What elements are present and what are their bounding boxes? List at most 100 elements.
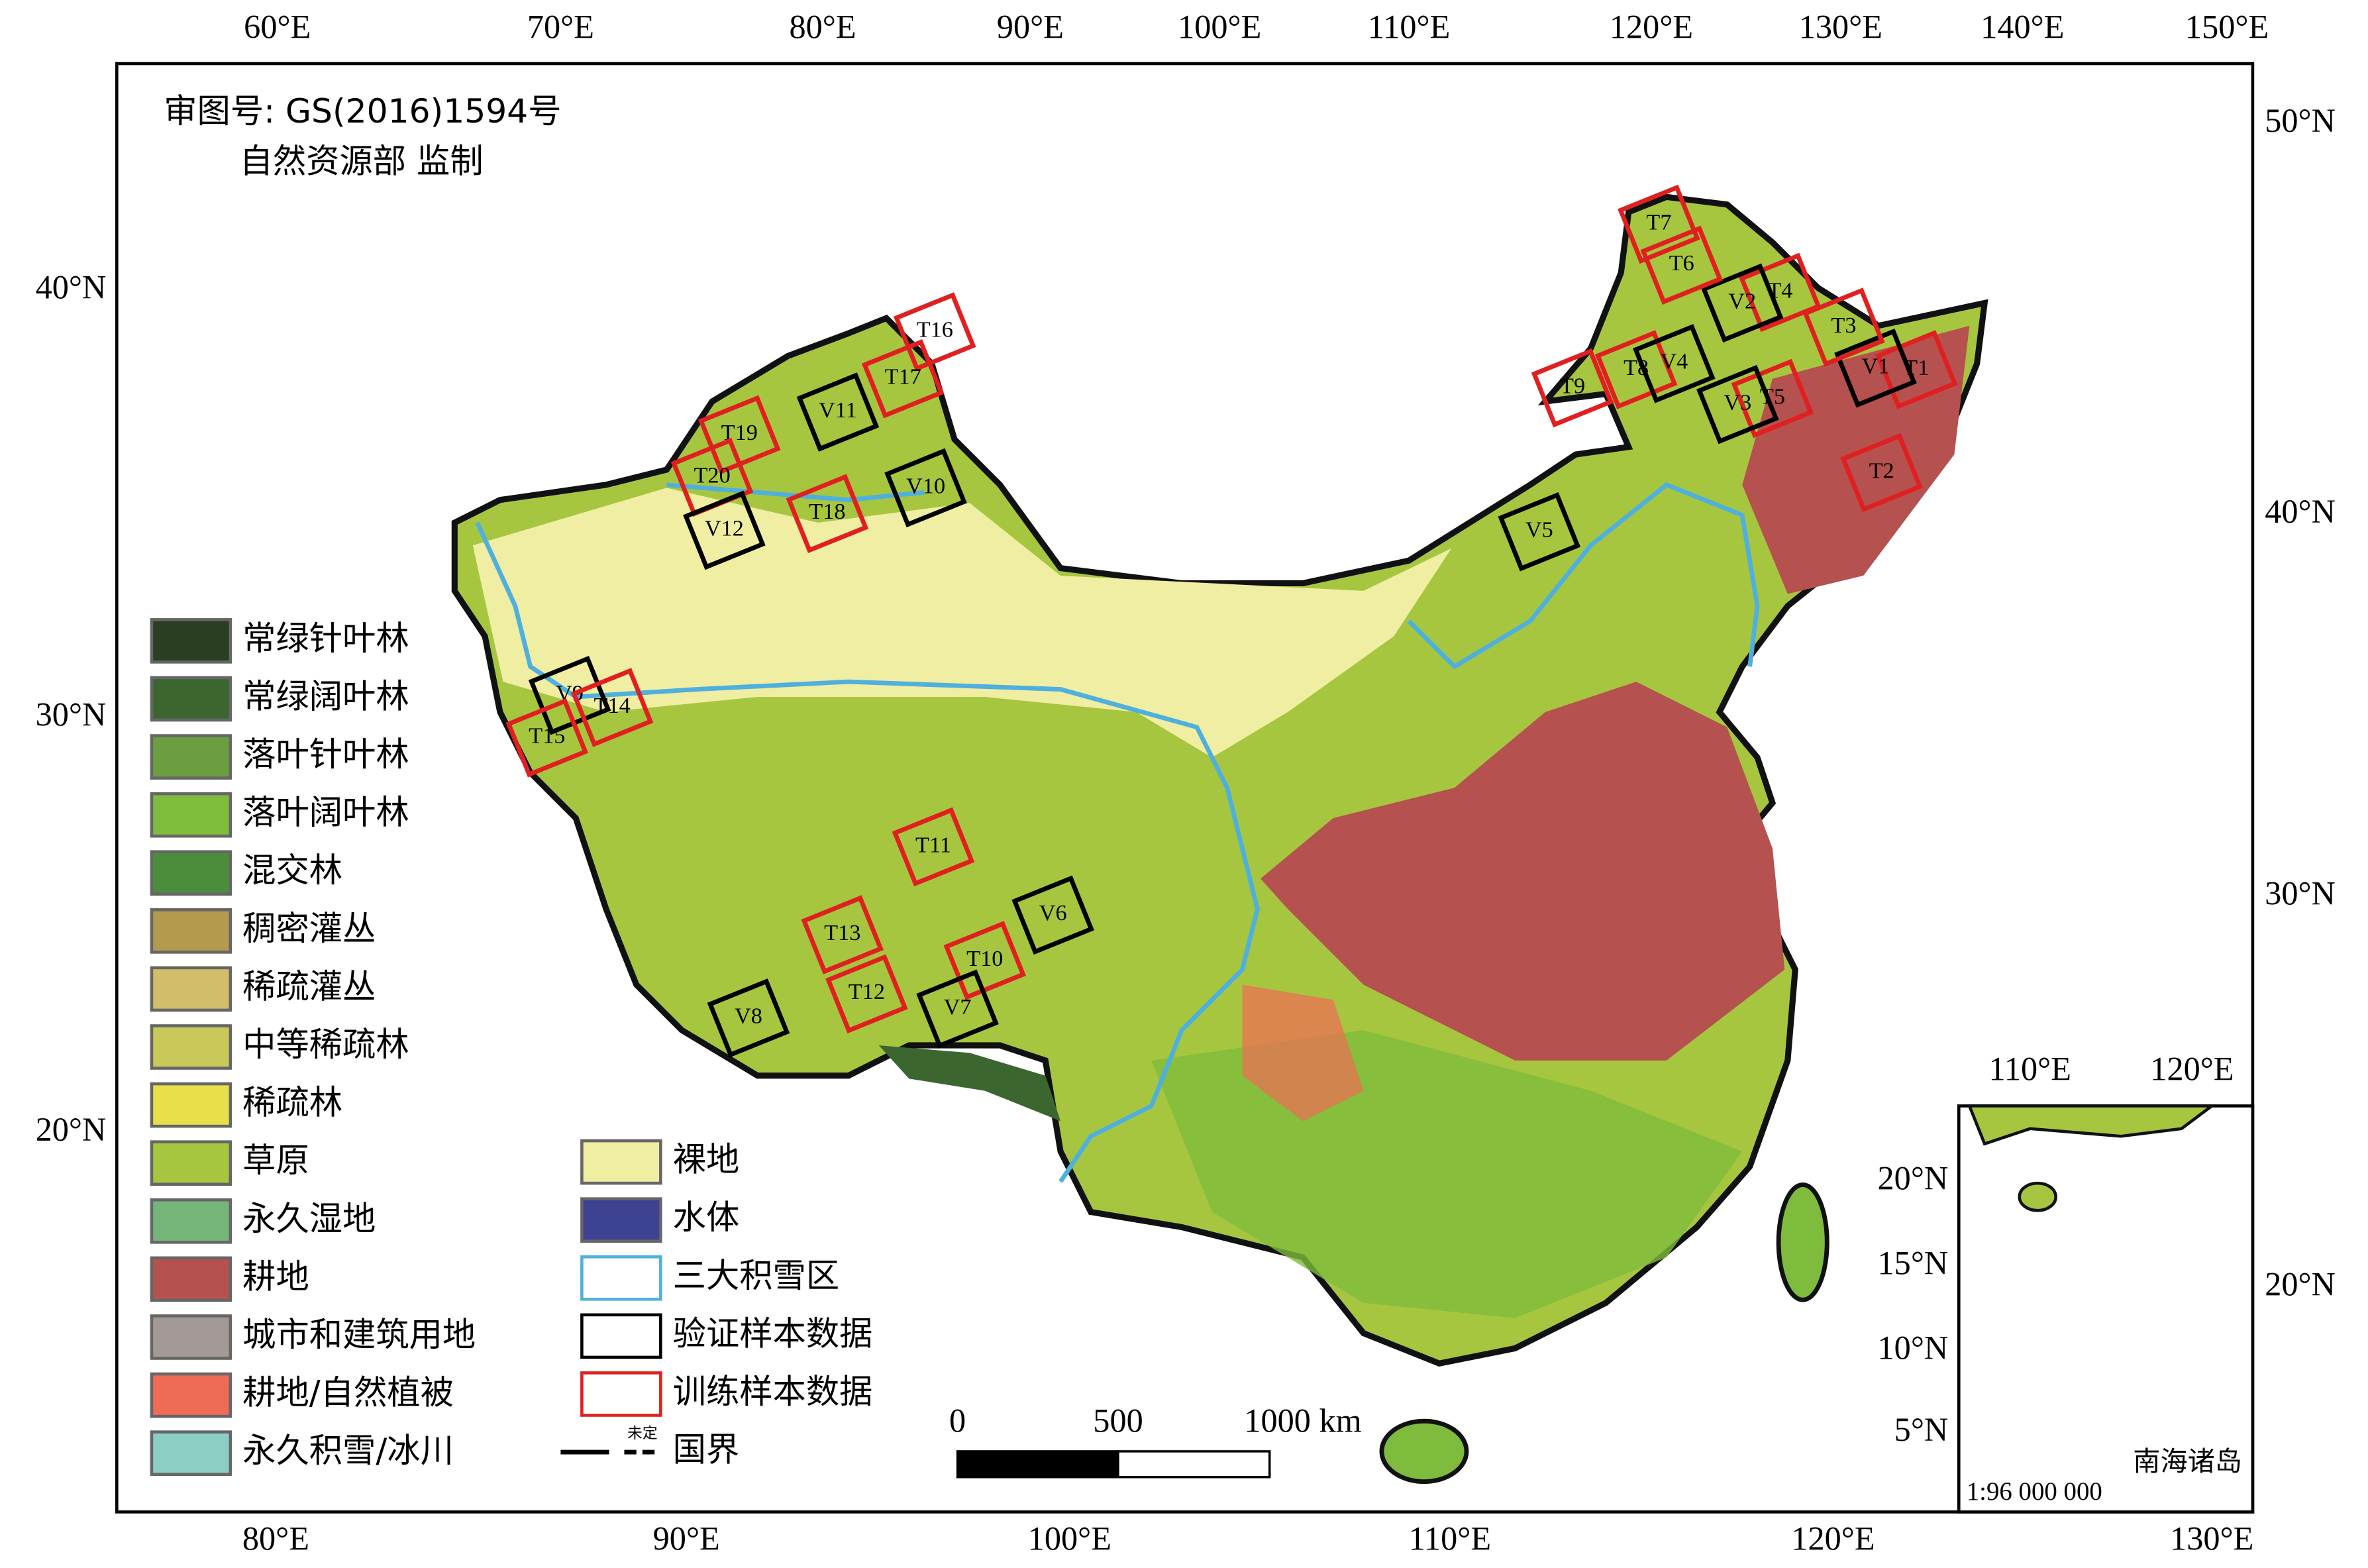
legend-label: 草原 (242, 1141, 309, 1180)
right-tick-label: 50°N (2265, 102, 2336, 139)
sample-label: T2 (1869, 458, 1894, 483)
training-sample-box (1802, 287, 1885, 367)
validation-sample-box (916, 969, 999, 1049)
top-tick-label: 140°E (1981, 8, 2064, 45)
left-tick-label: 20°N (36, 1111, 107, 1148)
training-sample-box (1739, 252, 1822, 333)
scale-label: 0 (949, 1402, 966, 1439)
training-sample-box (505, 698, 589, 778)
legend-swatch (150, 1314, 232, 1360)
legend-label: 落叶针叶林 (242, 735, 409, 774)
legend-swatch (580, 1255, 662, 1301)
legend-label: 常绿针叶林 (242, 619, 409, 658)
training-sample-box (1531, 348, 1614, 428)
right-tick-label: 30°N (2265, 874, 2336, 912)
training-sample-box (1618, 184, 1700, 264)
top-tick-label: 80°E (789, 8, 856, 45)
training-sample-box (801, 895, 884, 974)
validation-sample-box (796, 372, 880, 452)
legend-swatch (150, 1256, 232, 1302)
training-sample-box (943, 921, 1027, 1000)
training-sample-box (570, 668, 654, 747)
legend-swatch (150, 1140, 232, 1186)
training-sample-box (786, 474, 869, 554)
inset-hainan (2018, 1181, 2057, 1212)
left-tick-label: 30°N (36, 696, 107, 733)
evergreen-himalaya (878, 1045, 1061, 1122)
training-sample-box (861, 339, 945, 419)
legend-swatch (150, 618, 232, 664)
right-tick-label: 40°N (2265, 493, 2336, 530)
sample-label: T18 (809, 499, 845, 524)
top-tick-label: 110°E (1368, 8, 1450, 45)
legend-swatch (150, 734, 232, 780)
cropland-northeast (1742, 325, 1970, 594)
sample-label: T6 (1669, 250, 1694, 276)
training-sample-box (1875, 330, 1958, 409)
legend-label: 混交林 (242, 851, 342, 890)
legend-swatch (150, 792, 232, 838)
legend-swatch (150, 1372, 232, 1418)
legend-swatch (580, 1197, 662, 1243)
legend-label: 三大积雪区 (673, 1256, 839, 1295)
legend-swatch (150, 1430, 232, 1476)
inset-top-tick-label: 120°E (2150, 1051, 2234, 1088)
legend-label: 落叶阔叶林 (242, 793, 409, 832)
inset-top-tick-label: 110°E (1989, 1051, 2071, 1088)
top-tick-label: 70°E (527, 8, 594, 45)
approval-org: 自然资源部 监制 (240, 141, 484, 180)
legend-label: 永久湿地 (242, 1199, 376, 1238)
sample-label: T11 (915, 832, 951, 857)
legend-swatch (150, 850, 232, 896)
legend-label: 稠密灌丛 (242, 909, 376, 948)
inset-left-tick-label: 20°N (1878, 1159, 1949, 1196)
sample-label: T13 (824, 920, 860, 945)
sample-label: V1 (1862, 354, 1890, 379)
bottom-tick-label: 130°E (2170, 1520, 2253, 1557)
labels: 60°E 70°E 80°E 90°E 100°E 110°E 120°E 130°E 140°… (36, 8, 2336, 1557)
sample-label: T20 (694, 462, 730, 488)
inset-label: 南海诸岛 (2133, 1445, 2242, 1477)
legend-label: 常绿阔叶林 (242, 676, 409, 715)
training-sample-box (1640, 225, 1724, 305)
sample-label: V6 (1039, 900, 1067, 925)
top-tick-label: 120°E (1610, 8, 1693, 45)
bottom-tick-label: 100°E (1028, 1520, 1111, 1557)
legend-label: 训练样本数据 (673, 1372, 873, 1411)
validation-sample-box (884, 448, 967, 528)
taiwan (1776, 1182, 1829, 1302)
left-tick-label: 40°N (36, 269, 107, 306)
bottom-tick-label: 90°E (653, 1520, 720, 1557)
legend-label: 中等稀疏林 (242, 1025, 409, 1064)
validation-sample-box (1011, 875, 1094, 955)
training-sample-box (825, 954, 908, 1034)
training-sample-box (1731, 358, 1814, 439)
right-tick-label: 20°N (2265, 1265, 2336, 1302)
bottom-tick-label: 120°E (1791, 1520, 1875, 1557)
legend-swatch (580, 1313, 662, 1359)
sample-label: T10 (966, 946, 1003, 971)
training-sample-box (1840, 433, 1923, 513)
sample-label: T17 (885, 364, 921, 390)
legend-note: 未定 (627, 1425, 658, 1442)
legend-label: 耕地 (242, 1257, 309, 1296)
legend-label: 水体 (673, 1198, 740, 1237)
inset-frame (1957, 1104, 2255, 1514)
legend-swatch (580, 1371, 662, 1417)
legend-swatch (150, 966, 232, 1012)
validation-sample-box (683, 490, 766, 570)
training-sample-box (1594, 330, 1678, 409)
sample-label: T7 (1646, 209, 1671, 235)
legend-label: 裸地 (673, 1140, 740, 1179)
top-tick-label: 130°E (1799, 8, 1882, 45)
scale-label: 1000 km (1244, 1402, 1361, 1439)
bottom-tick-label: 110°E (1409, 1520, 1491, 1557)
mosaic-southwest (1242, 984, 1364, 1122)
inset: 110°E 120°E 20°N 15°N 10°N 5°N 南海诸岛 1:96 000 00… (1878, 1051, 2255, 1514)
validation-sample-box (1633, 324, 1716, 403)
legend-label: 城市和建筑用地 (242, 1315, 476, 1354)
scale-label: 500 (1093, 1402, 1143, 1439)
legend-label: 稀疏林 (242, 1083, 342, 1122)
